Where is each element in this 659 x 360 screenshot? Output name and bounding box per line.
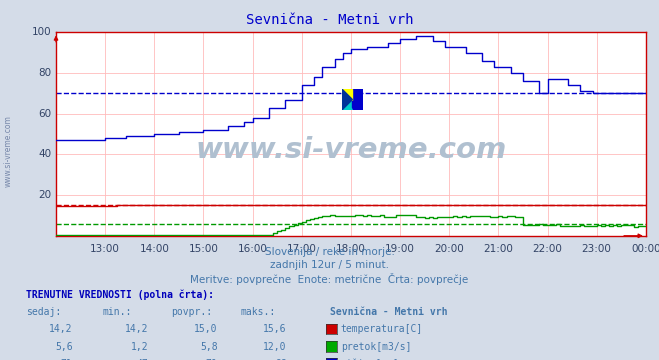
Text: 5,6: 5,6 [55,342,72,352]
Text: 80: 80 [38,68,51,78]
Text: 47: 47 [136,359,148,360]
Text: 20: 20 [38,190,51,200]
Text: pretok[m3/s]: pretok[m3/s] [341,342,411,352]
Polygon shape [342,99,353,110]
Bar [353,89,362,110]
Text: 22:00: 22:00 [532,244,563,254]
Text: 19:00: 19:00 [385,244,415,254]
Text: 70: 70 [206,359,217,360]
Text: višina[cm]: višina[cm] [341,359,399,360]
Bar [342,89,353,110]
Text: 13:00: 13:00 [90,244,120,254]
Polygon shape [342,89,353,110]
Text: 5,8: 5,8 [200,342,217,352]
Text: 23:00: 23:00 [582,244,612,254]
Text: 60: 60 [38,109,51,119]
Text: 15,6: 15,6 [263,324,287,334]
Text: min.:: min.: [102,307,132,317]
Text: www.si-vreme.com: www.si-vreme.com [195,136,507,165]
Text: Sevnična - Metni vrh: Sevnična - Metni vrh [330,307,447,317]
Text: 15,0: 15,0 [194,324,217,334]
Text: maks.:: maks.: [241,307,275,317]
Text: 1,2: 1,2 [130,342,148,352]
Text: 18:00: 18:00 [336,244,366,254]
Text: 20:00: 20:00 [434,244,464,254]
Text: 17:00: 17:00 [287,244,317,254]
Text: 100: 100 [32,27,51,37]
Text: 98: 98 [275,359,287,360]
Text: Slovenija / reke in morje.: Slovenija / reke in morje. [264,247,395,257]
Text: Meritve: povprečne  Enote: metrične  Črta: povprečje: Meritve: povprečne Enote: metrične Črta:… [190,273,469,285]
Text: temperatura[C]: temperatura[C] [341,324,423,334]
Text: 14,2: 14,2 [125,324,148,334]
Text: 15:00: 15:00 [188,244,218,254]
Text: TRENUTNE VREDNOSTI (polna črta):: TRENUTNE VREDNOSTI (polna črta): [26,290,214,300]
Text: 71: 71 [61,359,72,360]
Text: 14:00: 14:00 [139,244,169,254]
Text: 40: 40 [38,149,51,159]
Text: www.si-vreme.com: www.si-vreme.com [3,115,13,187]
Text: 12,0: 12,0 [263,342,287,352]
Text: povpr.:: povpr.: [171,307,212,317]
Text: zadnjih 12ur / 5 minut.: zadnjih 12ur / 5 minut. [270,260,389,270]
Text: 00:00: 00:00 [631,244,659,254]
Text: 14,2: 14,2 [49,324,72,334]
Polygon shape [342,89,353,99]
Text: Sevnična - Metni vrh: Sevnična - Metni vrh [246,13,413,27]
Text: sedaj:: sedaj: [26,307,61,317]
Text: 16:00: 16:00 [238,244,268,254]
Text: 21:00: 21:00 [484,244,513,254]
